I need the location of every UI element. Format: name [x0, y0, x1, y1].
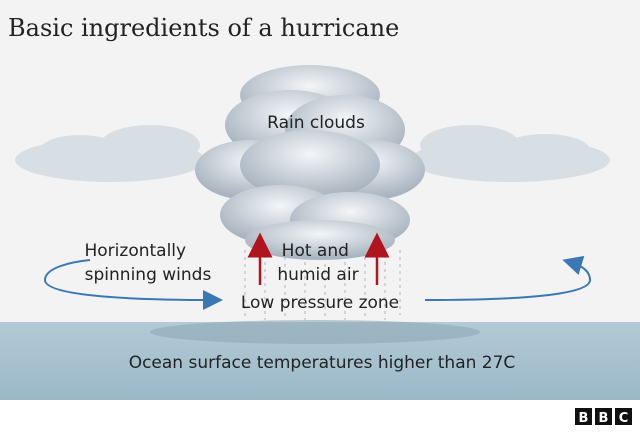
hot-air-line: Hot and [282, 241, 349, 261]
title: Basic ingredients of a hurricane [8, 14, 399, 42]
low-pressure-label: Low pressure zone [241, 293, 399, 313]
side-clouds [15, 125, 610, 182]
hot-air-line: humid air [277, 265, 358, 285]
wind-arrow-left [43, 259, 216, 301]
logo-letter: B [579, 411, 589, 426]
footer [0, 400, 640, 432]
winds-line: spinning winds [85, 265, 212, 285]
rain [244, 250, 401, 320]
winds-label: Horizontally spinning winds [85, 241, 212, 285]
bbc-logo: B B C [575, 408, 632, 426]
ocean-label: Ocean surface temperatures higher than 2… [129, 353, 516, 373]
winds-line: Horizontally [85, 241, 187, 261]
logo-letter: B [599, 411, 609, 426]
wind-arrow-right [424, 255, 592, 301]
logo-letter: C [619, 411, 629, 426]
shadow [150, 320, 480, 344]
hot-air-label: Hot and humid air [277, 241, 358, 285]
rain-clouds-label: Rain clouds [267, 113, 365, 133]
